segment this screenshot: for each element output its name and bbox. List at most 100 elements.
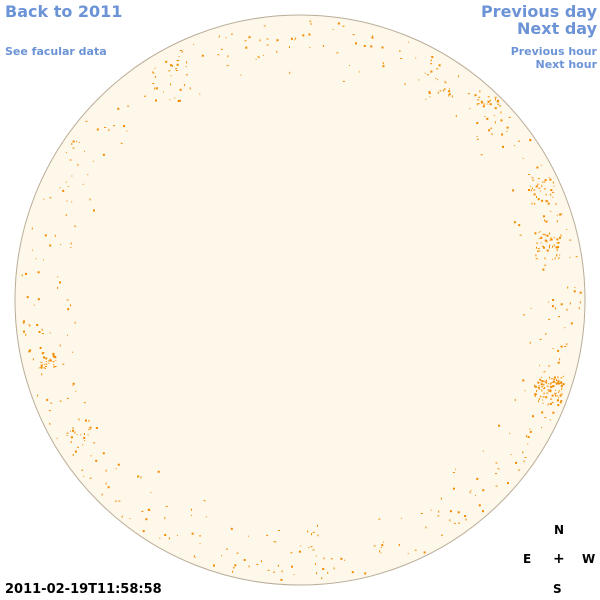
spot-mark	[540, 378, 542, 381]
spot-mark	[276, 50, 278, 53]
spot-mark	[496, 100, 499, 103]
next-day-link[interactable]: Next day	[517, 19, 597, 38]
spot-mark	[469, 491, 471, 494]
spot-mark	[333, 567, 335, 570]
spot-mark	[522, 451, 524, 454]
spot-mark	[321, 577, 323, 580]
spot-mark	[317, 524, 318, 527]
spot-mark	[52, 361, 55, 363]
spot-mark	[332, 29, 334, 30]
spot-mark	[290, 552, 293, 554]
spot-mark	[560, 381, 563, 384]
spot-mark	[82, 183, 84, 185]
spot-mark	[541, 386, 544, 388]
spot-mark	[308, 547, 310, 549]
back-to-year-link[interactable]: Back to 2011	[5, 2, 123, 21]
spot-mark	[448, 90, 451, 93]
spot-mark	[558, 397, 559, 399]
spot-mark	[437, 79, 438, 81]
previous-hour-link[interactable]: Previous hour	[510, 45, 597, 58]
spot-mark	[537, 183, 539, 186]
spot-mark	[60, 244, 62, 246]
spot-mark	[263, 25, 266, 27]
spot-mark	[489, 103, 492, 106]
spot-mark	[117, 463, 120, 466]
spot-mark	[524, 457, 527, 458]
spot-mark	[539, 388, 541, 390]
spot-mark	[65, 152, 67, 154]
spot-mark	[428, 91, 431, 93]
spot-mark	[557, 380, 560, 383]
spot-mark	[315, 555, 317, 557]
spot-mark	[72, 429, 74, 432]
spot-mark	[538, 238, 540, 240]
spot-mark	[501, 133, 504, 136]
spot-mark	[185, 66, 187, 67]
spot-mark	[545, 380, 547, 382]
spot-mark	[556, 254, 558, 255]
spot-mark	[544, 264, 547, 266]
spot-mark	[506, 126, 509, 129]
spot-mark	[528, 174, 530, 175]
spot-mark	[93, 442, 96, 444]
spot-mark	[248, 565, 250, 568]
spot-mark	[550, 210, 552, 212]
spot-mark	[418, 79, 420, 81]
spot-mark	[562, 375, 564, 377]
spot-mark	[439, 90, 442, 92]
facular-data-link[interactable]: See facular data	[5, 45, 107, 58]
spot-mark	[259, 39, 261, 42]
spot-mark	[538, 397, 540, 400]
spot-mark	[371, 36, 374, 39]
spot-mark	[481, 102, 484, 104]
spot-mark	[129, 518, 131, 520]
spot-mark	[70, 304, 72, 307]
spot-mark	[550, 378, 553, 380]
spot-mark	[291, 565, 293, 568]
spot-mark	[545, 240, 548, 242]
spot-mark	[518, 224, 521, 227]
spot-mark	[537, 386, 540, 389]
spot-mark	[71, 143, 73, 145]
spot-mark	[490, 100, 491, 102]
next-hour-link[interactable]: Next hour	[535, 58, 598, 71]
previous-day-link[interactable]: Previous day	[480, 2, 597, 21]
spot-mark	[88, 428, 90, 430]
spot-mark	[298, 550, 301, 553]
spot-mark	[430, 509, 432, 511]
spot-mark	[533, 189, 536, 191]
spot-mark	[458, 522, 460, 524]
spot-mark	[531, 202, 533, 205]
spot-mark	[437, 515, 440, 517]
spot-mark	[337, 22, 340, 25]
spot-mark	[118, 500, 121, 502]
spot-mark	[42, 259, 44, 261]
spot-mark	[538, 231, 540, 233]
spot-mark	[398, 544, 400, 546]
compass-east: E	[523, 552, 532, 566]
spot-mark	[425, 98, 427, 100]
spot-mark	[87, 434, 89, 436]
spot-mark	[465, 518, 467, 521]
spot-mark	[37, 394, 39, 397]
spot-mark	[559, 254, 561, 256]
spot-mark	[179, 88, 182, 91]
spot-mark	[546, 392, 549, 394]
spot-mark	[77, 446, 79, 448]
spot-mark	[551, 394, 554, 397]
spot-mark	[444, 88, 446, 90]
spot-mark	[147, 508, 150, 511]
spot-mark	[415, 57, 417, 59]
spot-mark	[546, 385, 549, 387]
spot-mark	[530, 185, 532, 187]
spot-mark	[407, 41, 409, 43]
spot-mark	[48, 410, 51, 412]
spot-mark	[542, 268, 545, 271]
spot-mark	[535, 258, 538, 260]
spot-mark	[556, 214, 558, 216]
spot-mark	[513, 221, 516, 224]
spot-mark	[104, 127, 107, 128]
spot-mark	[550, 238, 553, 241]
spot-mark	[536, 166, 539, 169]
spot-mark	[44, 234, 47, 237]
